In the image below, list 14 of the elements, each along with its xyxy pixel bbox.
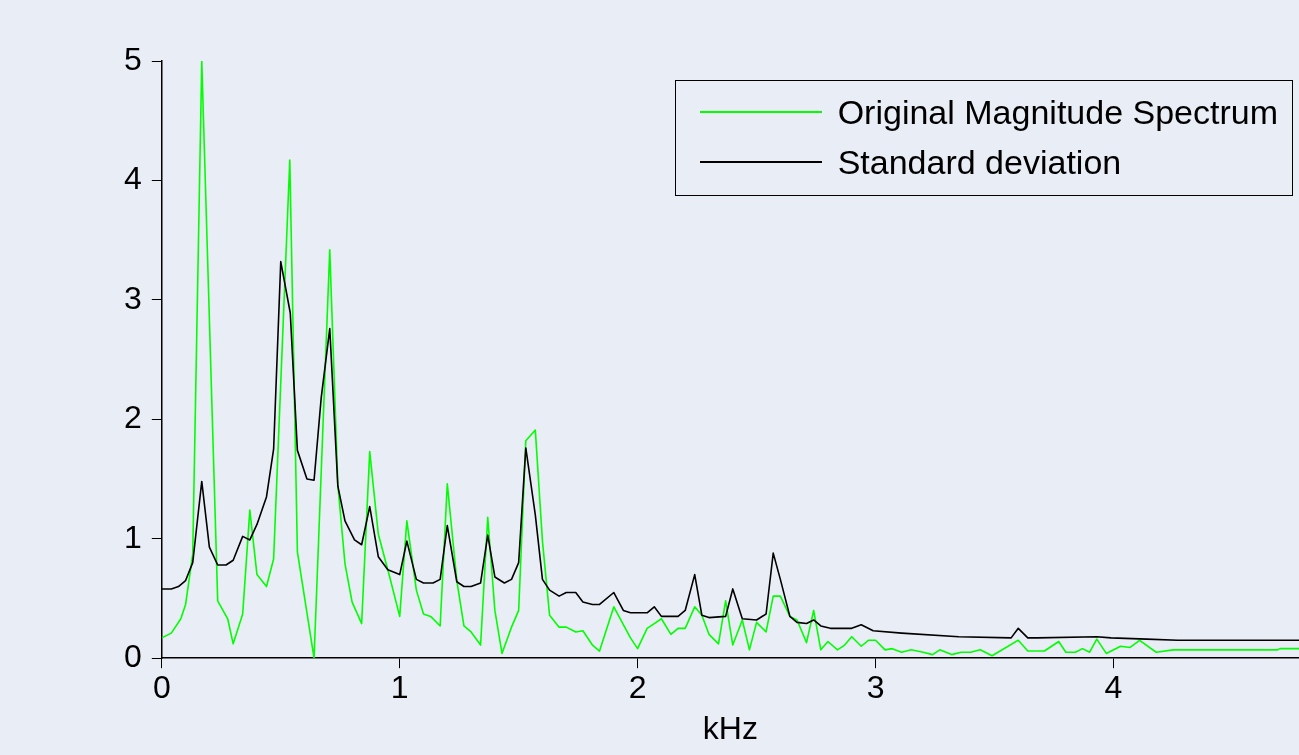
- legend-label: Original Magnitude Spectrum: [837, 92, 1278, 132]
- x-tick-label: 4: [1104, 669, 1123, 706]
- x-tick-label: 0: [152, 669, 171, 706]
- x-tick-label: 1: [390, 669, 409, 706]
- y-tick-label: 4: [124, 160, 142, 197]
- y-tick-label: 2: [124, 399, 142, 436]
- x-tick-label: 2: [628, 669, 647, 706]
- y-tick-label: 3: [124, 279, 142, 316]
- y-tick-label: 0: [124, 638, 142, 675]
- y-tick-label: 5: [124, 40, 142, 77]
- x-tick-label: 3: [866, 669, 885, 706]
- y-tick-label: 1: [124, 518, 142, 555]
- x-axis-title: kHz: [702, 709, 758, 746]
- legend-label: Standard deviation: [837, 142, 1122, 182]
